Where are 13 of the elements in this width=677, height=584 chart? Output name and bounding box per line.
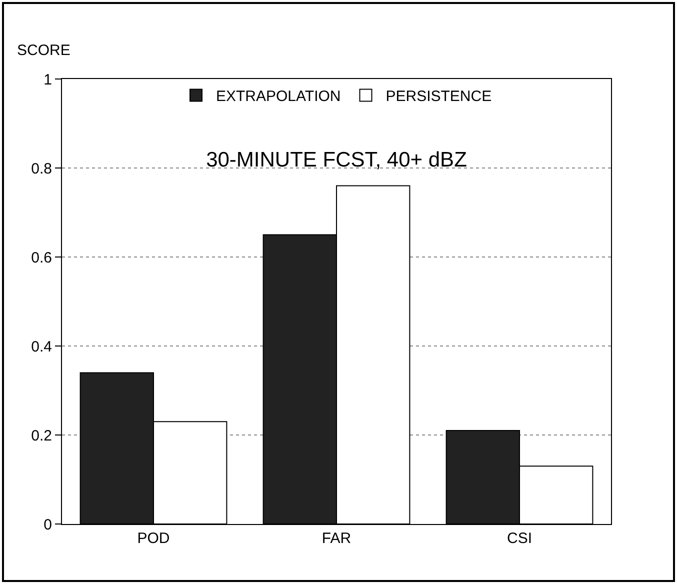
y-tick-label: 0.8: [31, 160, 52, 178]
y-tick-label: 0: [44, 516, 52, 534]
y-tick-label: 1: [44, 71, 52, 88]
text: 30-MINUTE FCST, 40+ dBZ: [206, 148, 468, 172]
y-tick-label: 0.2: [31, 427, 52, 444]
x-tick-label: CSI: [506, 530, 532, 547]
x-tick-label: FAR: [322, 530, 352, 547]
legend-label: PERSISTENCE: [386, 88, 492, 106]
legend-label: EXTRAPOLATION: [216, 88, 341, 106]
x-tick-label: POD: [137, 530, 170, 547]
y-tick-label: 0.6: [31, 249, 52, 266]
y-axis-title: SCORE: [17, 42, 70, 59]
y-tick-label: 0.4: [31, 338, 52, 356]
